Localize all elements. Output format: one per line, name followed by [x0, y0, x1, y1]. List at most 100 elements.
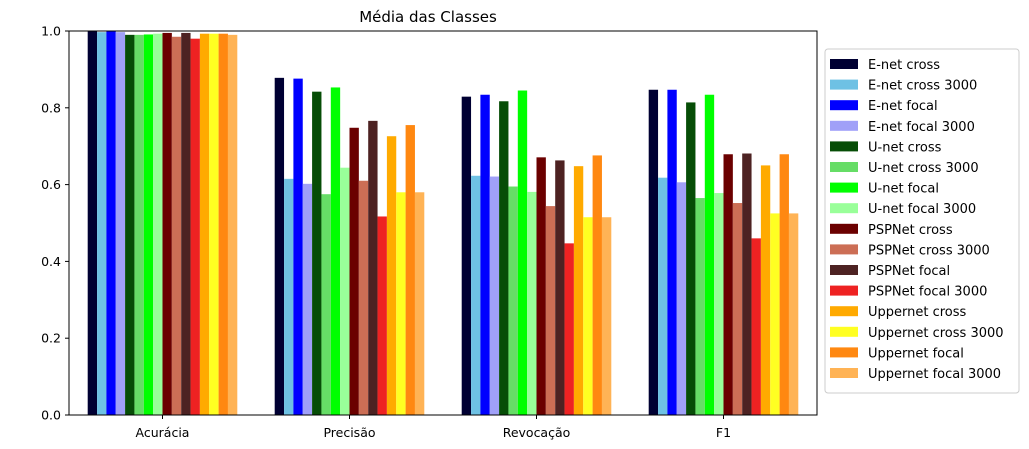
bar [358, 180, 369, 415]
bar [386, 136, 397, 415]
bar [658, 177, 668, 415]
bar [340, 167, 350, 415]
bar [377, 216, 387, 415]
bar [153, 33, 163, 415]
legend-label: Uppernet cross [868, 305, 967, 320]
legend-frame [824, 48, 1020, 394]
bar [573, 166, 584, 415]
bar [714, 193, 724, 415]
bar [751, 238, 761, 415]
bar [97, 32, 107, 416]
legend-label: E-net cross [868, 58, 940, 73]
bar [87, 31, 98, 415]
bar [536, 157, 546, 415]
bar [181, 32, 191, 416]
legend-swatch [830, 368, 858, 378]
legend-label: PSPNet focal [868, 264, 950, 279]
bar [209, 33, 219, 415]
x-tick-label: Revocação [503, 425, 571, 440]
bar [667, 89, 677, 415]
legend-label: E-net focal [868, 99, 938, 114]
legend-label: U-net cross [868, 140, 942, 155]
bar [779, 154, 789, 415]
legend-swatch [830, 347, 858, 358]
legend: E-net cross E-net cross 3000 E-net focal E-… [824, 48, 1020, 394]
legend-label: Uppernet focal [868, 346, 964, 361]
y-tick-label: 0.2 [41, 331, 61, 346]
legend-swatch [830, 244, 858, 255]
bar [405, 125, 415, 415]
chart-title: Média das Classes [359, 8, 497, 26]
bar [162, 32, 172, 416]
legend-swatch [830, 326, 858, 337]
bar [125, 34, 135, 416]
x-tick-label: F1 [716, 425, 731, 440]
legend-swatch [830, 100, 858, 111]
y-tick-label: 0.0 [41, 408, 61, 423]
legend-label: PSPNet focal 3000 [868, 285, 987, 300]
bar [471, 175, 481, 415]
legend-swatch [830, 265, 858, 275]
legend-swatch [830, 59, 858, 69]
bar [349, 127, 359, 416]
bar [115, 32, 126, 416]
bar [312, 91, 322, 416]
bar [601, 217, 612, 415]
bar [368, 120, 378, 416]
legend-swatch [830, 162, 858, 172]
y-tick-label: 0.8 [41, 100, 61, 115]
legend-swatch [830, 79, 858, 90]
bar [414, 192, 425, 415]
bar [143, 34, 154, 416]
legend-swatch [830, 223, 858, 234]
legend-swatch [830, 285, 858, 296]
bar [564, 243, 574, 415]
bar [592, 155, 602, 416]
bar [686, 102, 696, 416]
legend-label: U-net focal [868, 182, 939, 197]
bar [284, 178, 294, 415]
bar [517, 90, 528, 416]
bar [527, 191, 537, 415]
y-tick-label: 0.4 [41, 254, 61, 269]
legend-swatch [830, 182, 858, 193]
bar [695, 198, 705, 415]
bar [770, 213, 780, 415]
bar [330, 87, 341, 415]
bar [742, 153, 752, 415]
legend-label: U-net focal 3000 [868, 202, 976, 217]
legend-label: E-net focal 3000 [868, 120, 975, 135]
legend-label: PSPNet cross [868, 223, 953, 238]
bar [480, 94, 490, 416]
bar [760, 165, 771, 415]
legend-label: Uppernet focal 3000 [868, 367, 1001, 382]
bar [171, 36, 182, 415]
bar [788, 213, 799, 415]
legend-swatch [830, 141, 858, 152]
bar [293, 78, 303, 416]
bar [704, 94, 715, 416]
y-tick-label: 0.6 [41, 177, 61, 192]
x-axis: Acurácia Precisão Revocação F1 [136, 415, 731, 440]
bar [199, 33, 210, 415]
legend-label: Uppernet cross 3000 [868, 326, 1004, 341]
bar [461, 96, 472, 415]
bar [499, 101, 509, 416]
bar [218, 33, 228, 415]
x-tick-label: Acurácia [136, 425, 190, 440]
bar [190, 38, 200, 416]
bars-layer [87, 31, 799, 416]
bar [321, 194, 331, 415]
bar [106, 31, 116, 415]
bar [508, 186, 518, 415]
bar [274, 77, 285, 415]
bar [227, 34, 238, 416]
bar [583, 217, 593, 415]
bar [489, 176, 500, 415]
legend-label: PSPNet cross 3000 [868, 243, 990, 258]
x-tick-label: Precisão [323, 425, 375, 440]
legend-label: U-net cross 3000 [868, 161, 979, 176]
bar [396, 192, 406, 415]
bar [676, 182, 687, 415]
